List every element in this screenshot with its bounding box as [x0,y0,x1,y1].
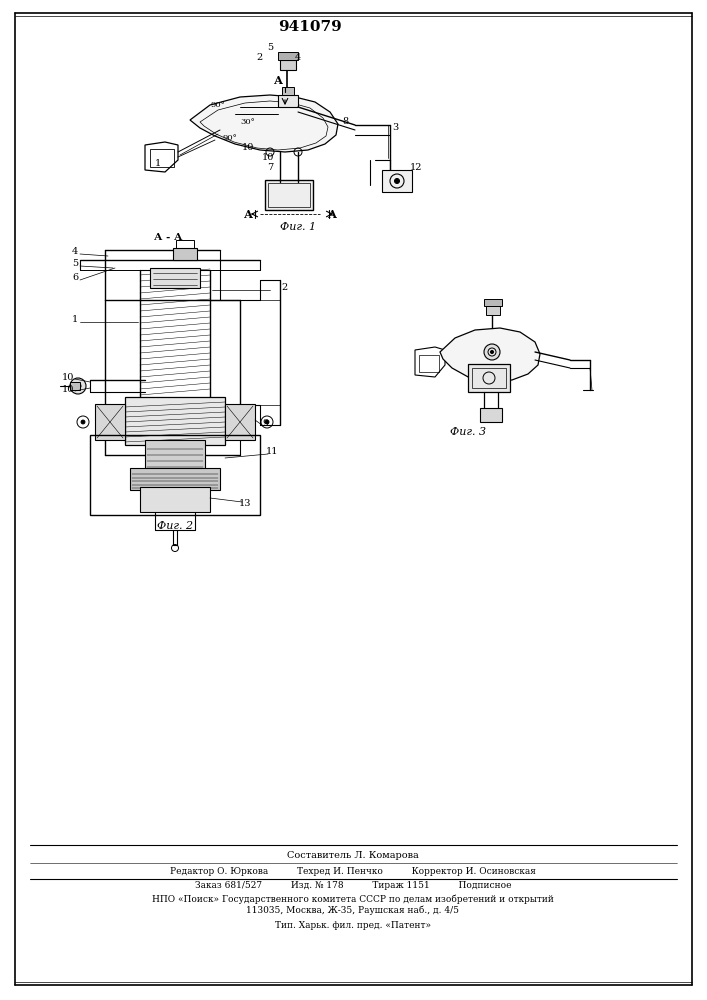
Bar [90,435,260,515]
Text: Фиг. 3: Фиг. 3 [450,427,486,437]
Bar [278,52,298,60]
Text: Составитель Л. Комарова: Составитель Л. Комарова [287,850,419,859]
Bar [145,440,205,470]
Circle shape [395,178,399,184]
Text: 1: 1 [72,316,78,324]
Circle shape [484,344,500,360]
Bar [150,149,174,167]
Text: 1: 1 [155,159,161,168]
Text: 6: 6 [72,273,78,282]
Bar [265,180,313,210]
Bar [468,364,510,392]
Bar [486,306,500,315]
Text: А: А [243,209,252,220]
Text: 9: 9 [262,418,268,428]
Bar [282,87,294,95]
Text: 4: 4 [295,53,301,62]
Text: А - А: А - А [153,233,182,242]
Text: Заказ 681/527          Изд. № 178          Тираж 1151          Подписное: Заказ 681/527 Изд. № 178 Тираж 1151 Подп… [194,882,511,890]
Bar [70,382,80,390]
Text: 113035, Москва, Ж-35, Раушская наб., д. 4/5: 113035, Москва, Ж-35, Раушская наб., д. … [247,905,460,915]
Text: Тип. Харьк. фил. пред. «Патент»: Тип. Харьк. фил. пред. «Патент» [275,920,431,930]
Text: 8: 8 [342,117,348,126]
Text: 11: 11 [266,448,279,456]
Bar [472,368,506,388]
Text: 10: 10 [62,385,74,394]
Bar [225,404,255,440]
Text: 5: 5 [267,43,273,52]
Text: 7: 7 [267,163,273,172]
Bar [382,170,412,192]
Bar [130,468,220,490]
Text: 90°: 90° [211,101,226,109]
Text: 4: 4 [72,247,78,256]
Bar [480,408,502,422]
Polygon shape [440,328,540,382]
Bar [484,299,502,306]
Bar [176,240,194,248]
Text: НПО «Поиск» Государственного комитета СССР по делам изобретений и открытий: НПО «Поиск» Государственного комитета СС… [152,894,554,904]
Bar [280,60,296,70]
Text: 2: 2 [257,53,263,62]
Circle shape [265,420,269,424]
Text: 30°: 30° [240,118,255,126]
Circle shape [491,351,493,354]
Text: Фиг. 2: Фиг. 2 [157,521,193,531]
Text: 2: 2 [282,284,288,292]
Text: 941079: 941079 [278,20,342,34]
Bar [150,268,200,288]
Text: 3: 3 [392,123,398,132]
Text: А: А [274,75,283,86]
Bar [140,487,210,512]
Bar [268,183,310,207]
Bar [278,95,298,107]
Polygon shape [190,95,338,152]
Text: Фиг. 1: Фиг. 1 [280,222,316,232]
Text: 5: 5 [72,259,78,268]
Text: 10: 10 [62,372,74,381]
Text: А: А [327,209,337,220]
Bar [125,397,225,445]
Text: 10: 10 [242,143,255,152]
Text: 10: 10 [262,152,274,161]
Bar [95,404,125,440]
Text: Редактор О. Юркова          Техред И. Пенчко          Корректор И. Осиновская: Редактор О. Юркова Техред И. Пенчко Корр… [170,867,536,876]
Circle shape [81,420,85,424]
Circle shape [70,378,86,394]
Bar [419,355,439,372]
Text: 12: 12 [410,163,422,172]
Text: 90°: 90° [223,134,238,142]
Text: 13: 13 [239,498,251,508]
Bar [173,248,197,260]
